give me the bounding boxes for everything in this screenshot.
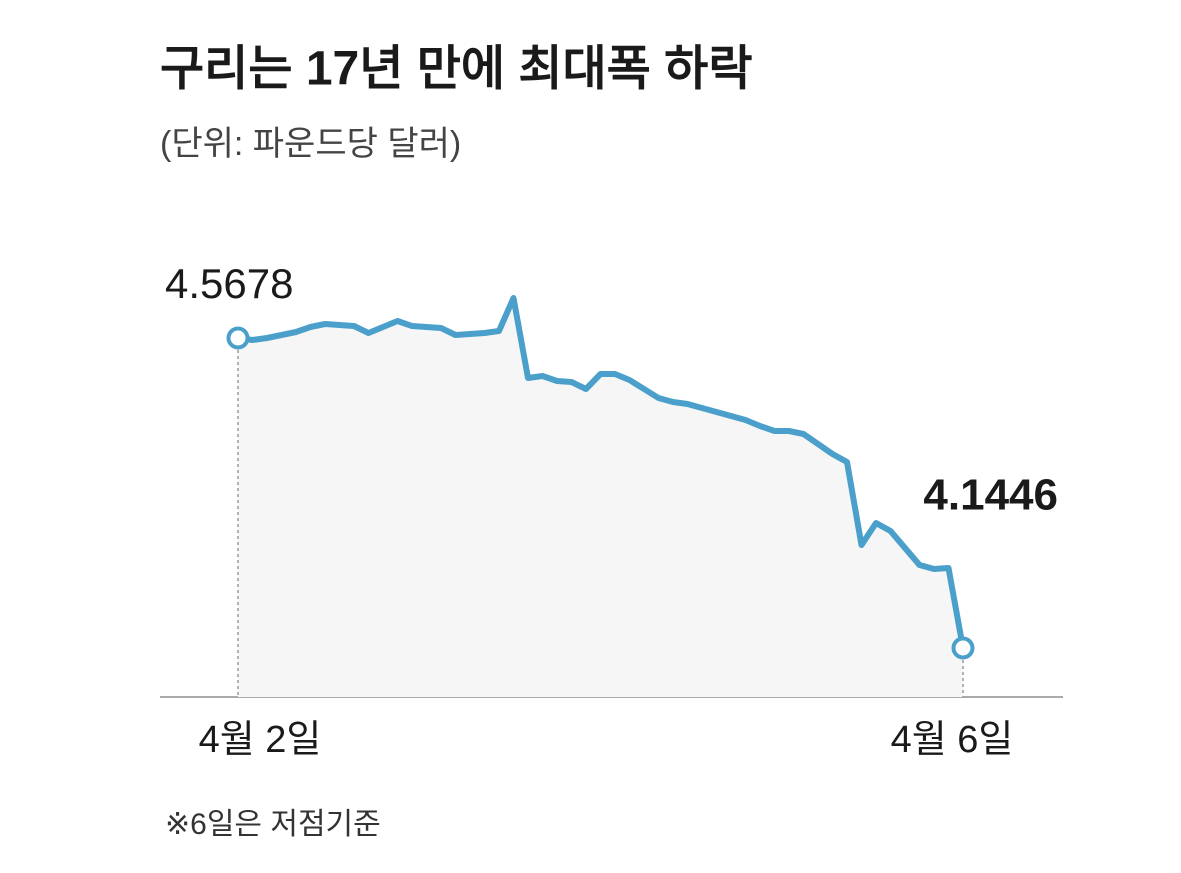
area-fill xyxy=(238,298,963,697)
price-line xyxy=(237,295,966,649)
chart-subtitle: (단위: 파운드당 달러) xyxy=(160,125,461,163)
chart-title: 구리는 17년 만에 최대폭 하락 xyxy=(160,43,753,96)
x-tick-label: 4월 2일 xyxy=(199,719,322,761)
end-marker xyxy=(226,326,250,350)
chart-note: ※6일은 저점기준 xyxy=(165,808,381,841)
x-tick-label: 4월 6일 xyxy=(891,719,1014,761)
value-label: 4.1446 xyxy=(923,471,1058,520)
end-marker xyxy=(951,636,975,660)
value-label: 4.5678 xyxy=(165,260,293,307)
